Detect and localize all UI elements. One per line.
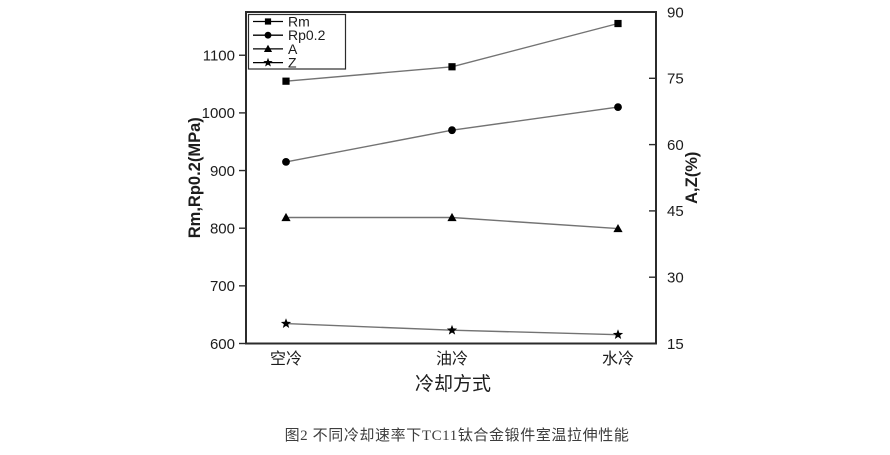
x-category-label: 水冷 (602, 350, 634, 368)
y-axis-left-title: Rm,Rp0.2(MPa) (186, 117, 204, 238)
y-axis-right: 15 30 45 60 75 90 A,Z(%) (649, 4, 701, 353)
circle-marker (448, 126, 456, 135)
star-marker (612, 329, 624, 340)
x-category-label: 空冷 (270, 350, 302, 368)
plot-border (245, 11, 657, 345)
circle-marker (264, 31, 272, 39)
star-marker (263, 57, 273, 67)
series-Rp0.2 (282, 103, 622, 166)
y-left-tick-label: 1000 (202, 105, 235, 122)
legend-label: A (288, 41, 298, 57)
y-right-tick-label: 90 (667, 4, 684, 21)
series-line (285, 106, 619, 163)
square-marker (282, 77, 290, 85)
triangle-marker (263, 44, 273, 52)
triangle-marker (613, 223, 623, 233)
y-axis-left: 600 700 800 900 1000 1100 Rm,Rp0.2(MPa) (186, 47, 246, 353)
legend-label: Rm (288, 13, 310, 29)
legend-box (247, 13, 347, 70)
series-A (281, 212, 623, 233)
legend-item-Rp0.2: Rp0.2 (253, 27, 326, 43)
y-right-tick-label: 75 (667, 71, 684, 88)
triangle-marker (281, 212, 291, 222)
series-Z (280, 318, 624, 340)
legend-label: Z (288, 55, 297, 71)
legend-item-Rm: Rm (253, 13, 310, 29)
series-Rm (282, 19, 622, 85)
y-left-tick-label: 1100 (203, 47, 235, 64)
y-right-tick-label: 60 (667, 137, 684, 154)
y-axis-right-title: A,Z(%) (683, 152, 701, 204)
y-left-tick-label: 700 (210, 278, 235, 295)
square-marker (614, 19, 622, 28)
y-right-tick-label: 30 (667, 269, 684, 286)
legend-item-Z: Z (253, 55, 297, 71)
y-left-tick-label: 800 (210, 220, 235, 237)
square-marker (448, 63, 456, 71)
triangle-marker (447, 212, 457, 222)
y-left-tick-label: 600 (210, 336, 235, 353)
star-marker (446, 324, 458, 335)
x-axis-title: 冷却方式 (415, 373, 491, 395)
star-marker (280, 318, 292, 328)
circle-marker (614, 103, 622, 112)
y-right-tick-label: 15 (667, 336, 684, 353)
tensile-properties-chart: 600 700 800 900 1000 1100 Rm,Rp0.2(MPa) 15 30 45 6… (186, 4, 701, 395)
y-right-tick-label: 45 (667, 203, 684, 220)
circle-marker (282, 157, 290, 166)
x-category-label: 油冷 (436, 350, 468, 368)
square-marker (264, 18, 272, 25)
legend-item-A: A (253, 41, 298, 57)
y-left-tick-label: 900 (210, 163, 235, 180)
legend-label: Rp0.2 (288, 27, 326, 43)
figure-caption: 图2 不同冷却速率下TC11钛合金锻件室温拉伸性能 (284, 428, 630, 444)
